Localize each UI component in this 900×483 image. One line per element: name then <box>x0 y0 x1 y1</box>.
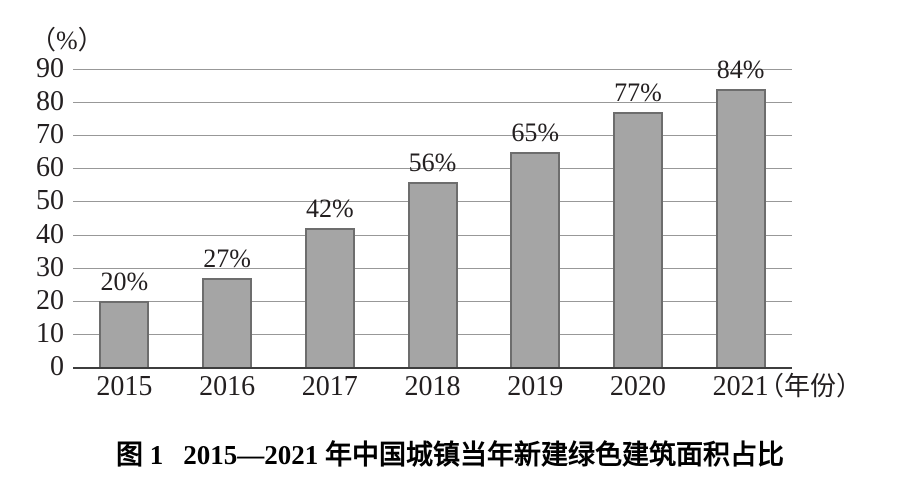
x-tick-label: 2017 <box>301 371 358 402</box>
x-axis-unit-label: （年份） <box>758 372 863 401</box>
bar-value-label: 42% <box>305 193 354 223</box>
x-tick-label: 2016 <box>199 371 256 402</box>
y-tick-label: 80 <box>36 86 64 118</box>
bar-2020 <box>612 112 663 367</box>
y-tick-label: 60 <box>36 152 64 184</box>
bar-value-label: 65% <box>511 117 560 147</box>
bar-2017 <box>304 227 355 367</box>
y-tick-label: 20 <box>36 284 64 316</box>
plot-area: 20% 27% 42% 56% 65% 77% 84% <box>73 55 792 369</box>
y-axis-unit-label: （%） <box>30 26 104 55</box>
x-tick-label: 2015 <box>96 371 153 402</box>
bar-2018 <box>407 181 458 367</box>
gridline <box>73 102 792 104</box>
x-tick-label: 2018 <box>404 371 461 402</box>
y-tick-label: 90 <box>36 53 64 84</box>
bar-2015 <box>99 300 150 367</box>
y-tick-label: 50 <box>36 185 64 217</box>
y-tick-label: 30 <box>36 251 64 283</box>
x-tick-label: 2021 <box>712 371 769 402</box>
y-tick-label: 70 <box>36 119 64 151</box>
bar-value-label: 20% <box>100 266 149 296</box>
gridline <box>73 135 792 137</box>
figure-caption: 图 1 2015—2021 年中国城镇当年新建绿色建筑面积占比 <box>0 433 900 472</box>
gridline <box>73 168 792 170</box>
bar-value-label: 77% <box>614 78 662 108</box>
y-tick-label: 40 <box>36 218 64 250</box>
bar-2021 <box>715 88 766 367</box>
bar-value-label: 56% <box>408 147 457 177</box>
figure-title: 2015—2021 年中国城镇当年新建绿色建筑面积占比 <box>183 440 784 470</box>
y-tick-label: 0 <box>50 351 64 382</box>
bar-value-label: 84% <box>716 54 765 84</box>
bar-2016 <box>202 277 253 367</box>
bar-value-label: 27% <box>203 243 251 273</box>
gridline <box>73 69 792 70</box>
y-tick-label: 10 <box>36 317 64 349</box>
x-tick-label: 2020 <box>609 371 666 402</box>
figure-number: 图 1 <box>116 440 164 470</box>
bar-2019 <box>510 151 561 367</box>
x-tick-label: 2019 <box>507 371 564 402</box>
